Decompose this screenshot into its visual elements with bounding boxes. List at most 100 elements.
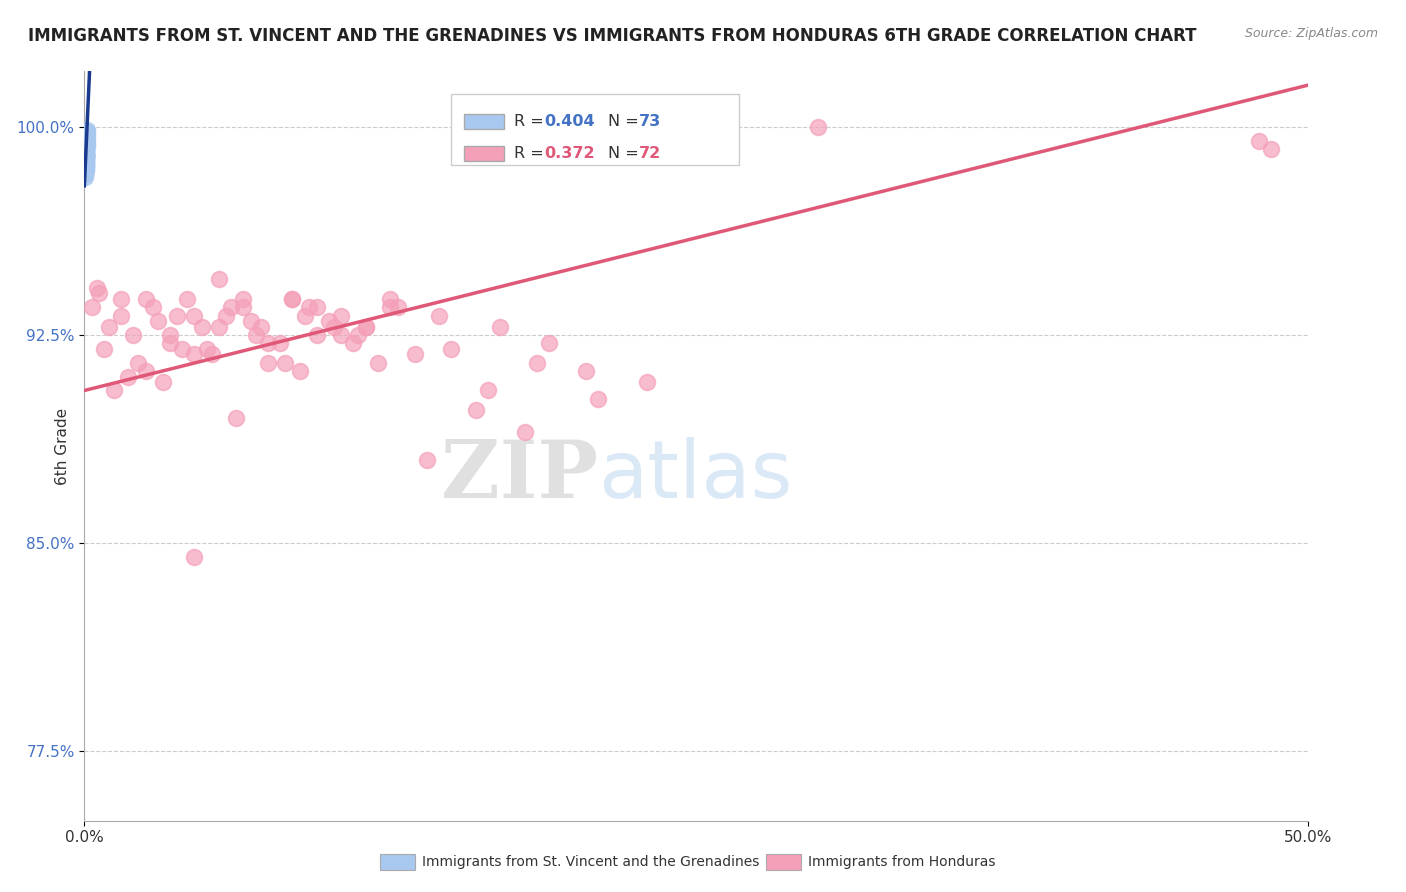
- Point: [288, 364, 311, 378]
- Point: [215, 309, 238, 323]
- Point: [354, 319, 377, 334]
- Point: [75, 145, 97, 159]
- Bar: [464, 114, 503, 128]
- Point: [75, 131, 97, 145]
- Point: [75, 139, 97, 153]
- Point: [75, 167, 97, 181]
- Point: [354, 319, 377, 334]
- Point: [380, 300, 402, 314]
- Text: N =: N =: [607, 146, 644, 161]
- Point: [75, 150, 97, 164]
- Point: [305, 328, 328, 343]
- Point: [75, 142, 97, 156]
- Point: [298, 300, 321, 314]
- Point: [75, 150, 97, 164]
- Point: [318, 314, 340, 328]
- Point: [75, 164, 97, 178]
- Point: [427, 309, 450, 323]
- Point: [75, 164, 97, 178]
- Y-axis label: 6th Grade: 6th Grade: [55, 408, 70, 484]
- Point: [274, 356, 297, 370]
- Point: [75, 150, 97, 164]
- Point: [75, 161, 97, 176]
- Point: [166, 309, 188, 323]
- Point: [1260, 142, 1282, 156]
- Point: [75, 161, 97, 176]
- Point: [636, 375, 658, 389]
- Point: [75, 161, 97, 176]
- Point: [489, 319, 512, 334]
- Point: [249, 319, 271, 334]
- Point: [257, 356, 280, 370]
- Point: [75, 142, 97, 156]
- FancyBboxPatch shape: [451, 94, 738, 165]
- Point: [586, 392, 609, 406]
- Point: [75, 145, 97, 159]
- Point: [294, 309, 316, 323]
- Point: [75, 164, 97, 178]
- Point: [75, 147, 97, 161]
- Point: [75, 145, 97, 159]
- Point: [75, 150, 97, 164]
- Point: [122, 328, 145, 343]
- Point: [172, 342, 194, 356]
- Point: [380, 292, 402, 306]
- Point: [75, 156, 97, 170]
- Point: [176, 292, 198, 306]
- Point: [281, 292, 304, 306]
- Point: [75, 156, 97, 170]
- Point: [159, 328, 181, 343]
- Point: [464, 403, 486, 417]
- Point: [76, 128, 98, 143]
- Point: [87, 286, 110, 301]
- Point: [75, 156, 97, 170]
- Point: [75, 128, 97, 143]
- Point: [513, 425, 536, 439]
- Point: [75, 134, 97, 148]
- Point: [75, 128, 97, 143]
- Point: [110, 309, 132, 323]
- Point: [191, 319, 214, 334]
- Point: [75, 134, 97, 148]
- Point: [75, 147, 97, 161]
- Point: [75, 150, 97, 164]
- Point: [76, 134, 98, 148]
- Point: [75, 167, 97, 181]
- Point: [183, 347, 205, 361]
- Point: [232, 292, 254, 306]
- Point: [75, 147, 97, 161]
- Point: [367, 356, 389, 370]
- Point: [75, 125, 97, 139]
- Point: [75, 150, 97, 164]
- Point: [75, 147, 97, 161]
- Point: [75, 136, 97, 151]
- Point: [75, 136, 97, 151]
- Point: [75, 142, 97, 156]
- Point: [75, 159, 97, 173]
- Point: [347, 328, 370, 343]
- Point: [575, 364, 598, 378]
- Text: 73: 73: [638, 114, 661, 128]
- Point: [76, 122, 98, 136]
- Text: 0.404: 0.404: [544, 114, 595, 128]
- Point: [245, 328, 267, 343]
- Point: [110, 292, 132, 306]
- Text: 0.372: 0.372: [544, 146, 595, 161]
- Point: [232, 300, 254, 314]
- Point: [75, 169, 97, 184]
- Point: [76, 139, 98, 153]
- Point: [76, 131, 98, 145]
- Point: [387, 300, 409, 314]
- Text: IMMIGRANTS FROM ST. VINCENT AND THE GRENADINES VS IMMIGRANTS FROM HONDURAS 6TH G: IMMIGRANTS FROM ST. VINCENT AND THE GREN…: [28, 27, 1197, 45]
- Point: [322, 319, 344, 334]
- Point: [75, 147, 97, 161]
- Point: [183, 309, 205, 323]
- Text: ZIP: ZIP: [441, 437, 598, 515]
- Point: [75, 142, 97, 156]
- Point: [76, 136, 98, 151]
- Point: [117, 369, 139, 384]
- Point: [75, 134, 97, 148]
- Point: [127, 356, 149, 370]
- Point: [75, 139, 97, 153]
- Bar: [464, 146, 503, 161]
